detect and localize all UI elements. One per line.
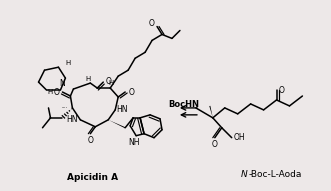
Text: -Boc-L-Aoda: -Boc-L-Aoda bbox=[249, 170, 302, 179]
Text: O: O bbox=[87, 136, 93, 145]
Text: H: H bbox=[48, 89, 53, 95]
Text: O: O bbox=[54, 87, 59, 96]
Text: HN: HN bbox=[67, 115, 78, 124]
Text: O: O bbox=[279, 86, 284, 95]
Polygon shape bbox=[209, 106, 213, 118]
Text: O: O bbox=[105, 77, 111, 86]
Text: HN: HN bbox=[117, 105, 128, 114]
Polygon shape bbox=[108, 120, 125, 128]
Text: O: O bbox=[212, 140, 218, 149]
Text: NH: NH bbox=[128, 138, 140, 147]
Text: Apicidin A: Apicidin A bbox=[67, 173, 118, 182]
Text: ....: .... bbox=[62, 104, 68, 109]
Text: O: O bbox=[128, 87, 134, 96]
Text: N: N bbox=[60, 79, 65, 88]
Text: N: N bbox=[241, 170, 248, 179]
Text: OH: OH bbox=[234, 133, 246, 142]
Text: H: H bbox=[109, 80, 114, 86]
Text: BocHN: BocHN bbox=[168, 100, 199, 109]
Text: H: H bbox=[86, 76, 91, 82]
Text: H: H bbox=[66, 60, 71, 66]
Text: O: O bbox=[149, 19, 155, 28]
